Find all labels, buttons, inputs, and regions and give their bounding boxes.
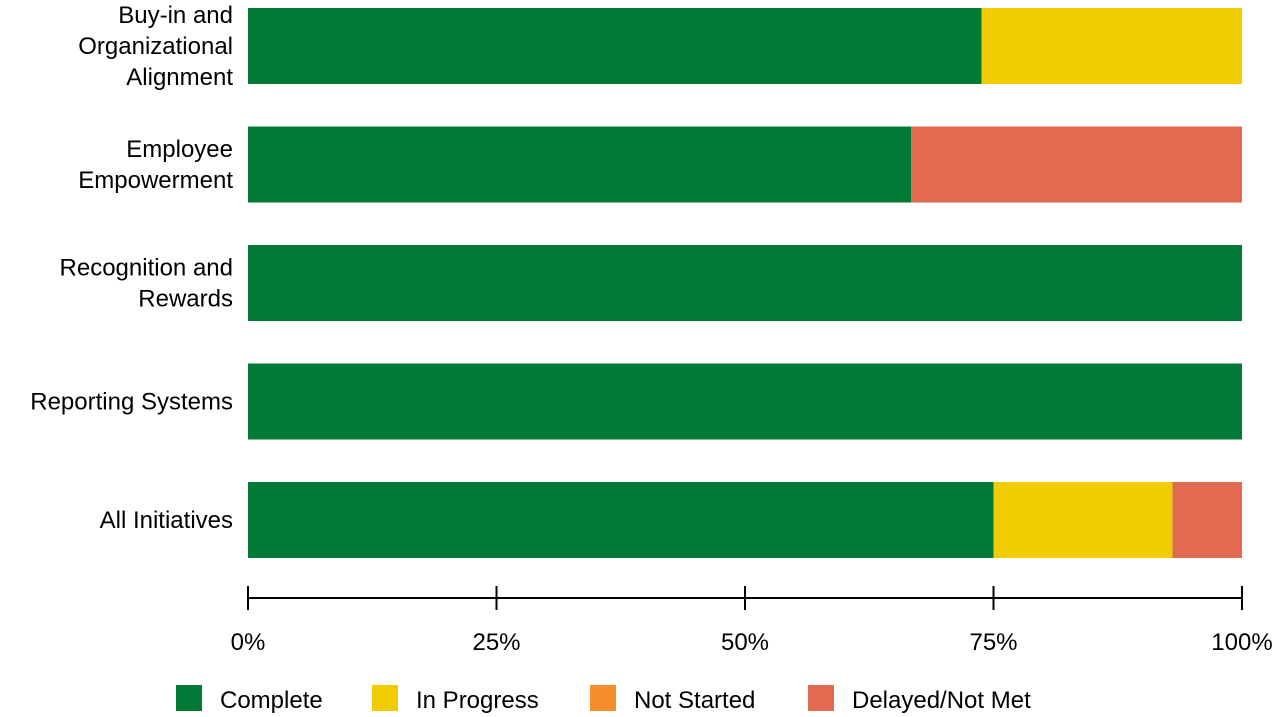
- bar-segment-delayed-not-met: [910, 126, 1242, 203]
- category-label: All Initiatives: [100, 507, 233, 534]
- x-tick-label: 50%: [721, 629, 769, 656]
- legend-swatch: [176, 685, 202, 711]
- x-tick-label: 0%: [231, 629, 266, 656]
- category-label: Organizational: [78, 33, 233, 60]
- legend-swatch: [372, 685, 398, 711]
- legend-swatch: [808, 685, 834, 711]
- legend: Complete In Progress Not Started Delayed/No…: [176, 685, 1031, 714]
- category-label: Recognition and: [60, 255, 233, 282]
- category-label: Rewards: [138, 286, 233, 313]
- x-axis: 0% 25% 50% 75% 100%: [231, 586, 1273, 656]
- category-label: Employee: [126, 136, 233, 163]
- bar-segment-complete: [248, 126, 911, 203]
- bar-segment-in-progress: [981, 8, 1242, 84]
- bar-segment-complete: [248, 363, 1242, 440]
- category-labels: Buy-in and Organizational Alignment Employe…: [30, 2, 233, 534]
- category-label: Reporting Systems: [30, 389, 233, 416]
- bar-segment-complete: [248, 482, 994, 558]
- bars: [248, 8, 1242, 558]
- legend-label: In Progress: [416, 687, 539, 714]
- x-tick-label: 75%: [969, 629, 1017, 656]
- bar-segment-complete: [248, 8, 982, 84]
- legend-label: Delayed/Not Met: [852, 687, 1031, 714]
- legend-label: Complete: [220, 687, 323, 714]
- bar-segment-complete: [248, 245, 1242, 321]
- legend-label: Not Started: [634, 687, 755, 714]
- bar-segment-in-progress: [993, 482, 1173, 558]
- bar-segment-delayed-not-met: [1172, 482, 1242, 558]
- category-label: Alignment: [126, 64, 233, 91]
- legend-swatch: [590, 685, 616, 711]
- category-label: Empowerment: [78, 167, 233, 194]
- x-tick-label: 25%: [472, 629, 520, 656]
- x-tick-label: 100%: [1211, 629, 1272, 656]
- category-label: Buy-in and: [118, 2, 233, 29]
